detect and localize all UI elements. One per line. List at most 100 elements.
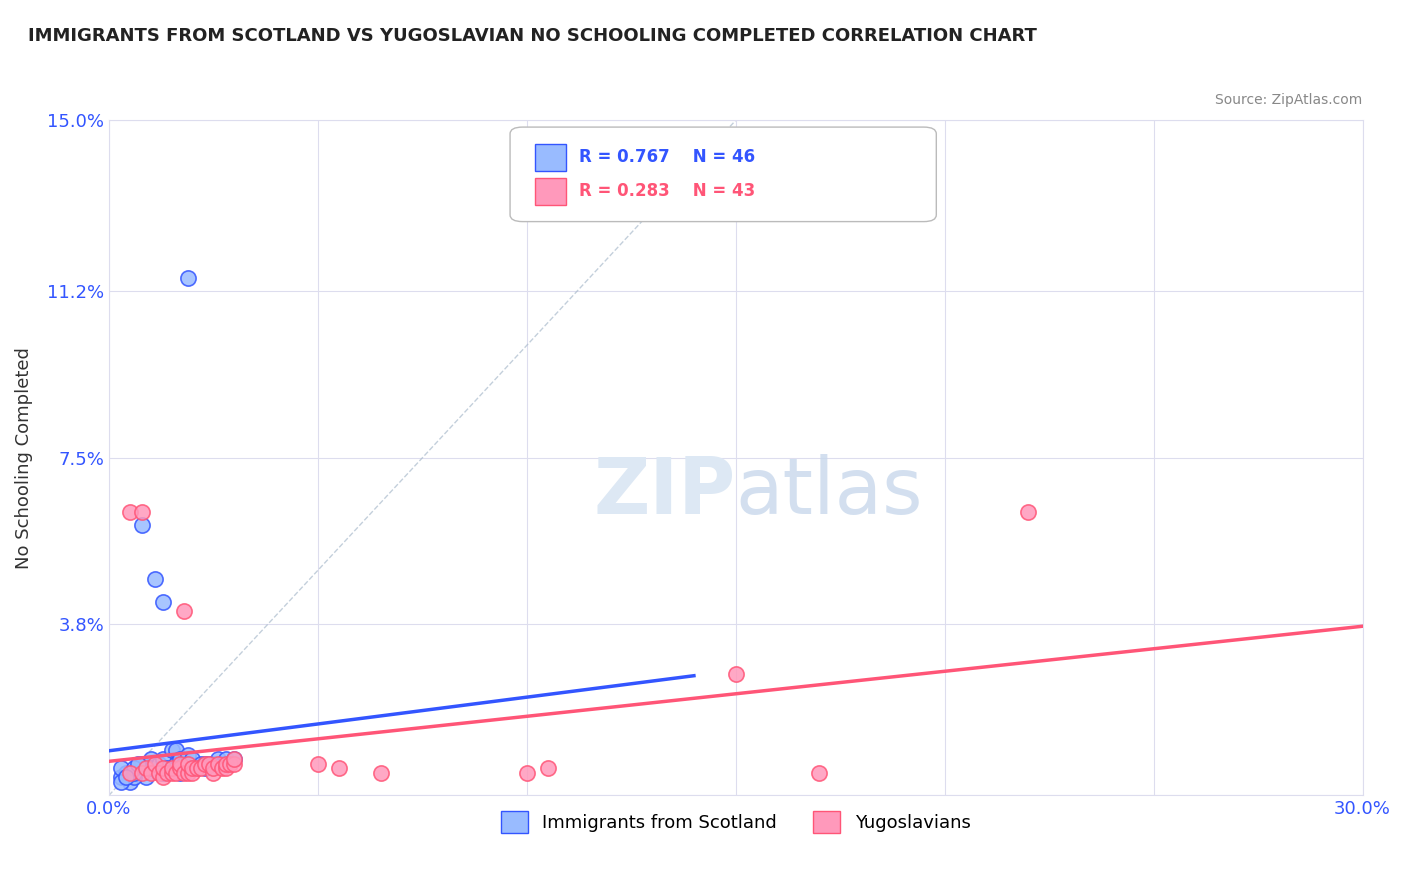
- Point: [127, 756, 149, 771]
- Point: [194, 756, 217, 771]
- Point: [165, 761, 187, 775]
- Point: [808, 765, 831, 780]
- Point: [202, 765, 225, 780]
- Point: [135, 761, 157, 775]
- Point: [139, 765, 162, 780]
- Point: [114, 771, 136, 785]
- Point: [177, 747, 200, 762]
- Point: [215, 756, 238, 771]
- Point: [156, 761, 179, 775]
- Text: R = 0.767    N = 46: R = 0.767 N = 46: [579, 148, 755, 167]
- Point: [173, 604, 195, 618]
- Point: [169, 756, 191, 771]
- Point: [118, 765, 141, 780]
- Point: [1017, 505, 1039, 519]
- Point: [160, 761, 183, 775]
- Point: [516, 765, 538, 780]
- Point: [118, 505, 141, 519]
- Text: R = 0.283    N = 43: R = 0.283 N = 43: [579, 182, 755, 200]
- Point: [328, 761, 350, 775]
- Text: atlas: atlas: [735, 454, 924, 530]
- Point: [181, 765, 204, 780]
- Point: [202, 756, 225, 771]
- Point: [169, 761, 191, 775]
- Point: [122, 761, 145, 775]
- Point: [181, 752, 204, 766]
- Point: [122, 765, 145, 780]
- Point: [152, 595, 174, 609]
- Point: [198, 756, 221, 771]
- Point: [173, 761, 195, 775]
- Legend: Immigrants from Scotland, Yugoslavians: Immigrants from Scotland, Yugoslavians: [494, 804, 977, 840]
- Point: [131, 518, 153, 533]
- Point: [202, 761, 225, 775]
- Y-axis label: No Schooling Completed: No Schooling Completed: [15, 347, 32, 569]
- Point: [173, 765, 195, 780]
- Point: [131, 765, 153, 780]
- Text: ZIP: ZIP: [593, 454, 735, 530]
- Point: [131, 505, 153, 519]
- Point: [156, 765, 179, 780]
- Point: [224, 752, 246, 766]
- Point: [215, 761, 238, 775]
- Point: [177, 756, 200, 771]
- Point: [135, 771, 157, 785]
- Point: [160, 761, 183, 775]
- Point: [118, 765, 141, 780]
- Point: [169, 765, 191, 780]
- Point: [181, 761, 204, 775]
- Point: [177, 765, 200, 780]
- Point: [190, 756, 212, 771]
- Point: [122, 771, 145, 785]
- Point: [165, 743, 187, 757]
- Text: Source: ZipAtlas.com: Source: ZipAtlas.com: [1215, 93, 1362, 107]
- Point: [148, 765, 170, 780]
- Point: [198, 756, 221, 771]
- Point: [177, 270, 200, 285]
- Point: [190, 761, 212, 775]
- Point: [224, 752, 246, 766]
- Point: [152, 752, 174, 766]
- Point: [143, 756, 166, 771]
- Point: [207, 756, 229, 771]
- Text: IMMIGRANTS FROM SCOTLAND VS YUGOSLAVIAN NO SCHOOLING COMPLETED CORRELATION CHART: IMMIGRANTS FROM SCOTLAND VS YUGOSLAVIAN …: [28, 27, 1038, 45]
- Point: [148, 756, 170, 771]
- Point: [110, 775, 132, 789]
- Point: [118, 775, 141, 789]
- Point: [139, 752, 162, 766]
- Point: [537, 761, 560, 775]
- Point: [160, 765, 183, 780]
- Point: [215, 752, 238, 766]
- Point: [194, 756, 217, 771]
- Point: [219, 756, 242, 771]
- Point: [370, 765, 392, 780]
- Bar: [536, 144, 567, 171]
- Point: [169, 752, 191, 766]
- Point: [211, 761, 233, 775]
- Point: [127, 761, 149, 775]
- Bar: [536, 178, 567, 205]
- Point: [207, 752, 229, 766]
- Point: [173, 756, 195, 771]
- Point: [152, 771, 174, 785]
- Point: [307, 756, 329, 771]
- Point: [152, 761, 174, 775]
- Point: [211, 756, 233, 771]
- Point: [165, 756, 187, 771]
- Point: [186, 761, 208, 775]
- Point: [131, 756, 153, 771]
- Point: [181, 761, 204, 775]
- Point: [110, 771, 132, 785]
- FancyBboxPatch shape: [510, 127, 936, 221]
- Point: [224, 756, 246, 771]
- Point: [114, 765, 136, 780]
- Point: [194, 761, 217, 775]
- Point: [186, 761, 208, 775]
- Point: [160, 743, 183, 757]
- Point: [724, 666, 747, 681]
- Point: [152, 765, 174, 780]
- Point: [139, 761, 162, 775]
- Point: [165, 765, 187, 780]
- Point: [143, 573, 166, 587]
- Point: [110, 761, 132, 775]
